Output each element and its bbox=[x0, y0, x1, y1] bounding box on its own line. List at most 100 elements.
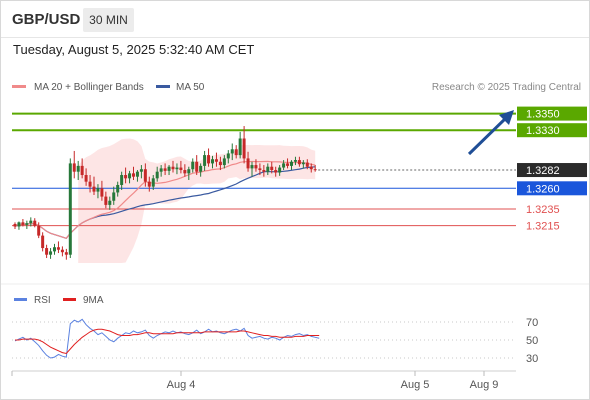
candle bbox=[191, 158, 195, 173]
candle-body bbox=[242, 138, 246, 159]
candle-body bbox=[29, 220, 33, 224]
candle-body bbox=[214, 159, 218, 162]
candle-body bbox=[92, 186, 96, 192]
last-price-label: 1.3282 bbox=[526, 165, 560, 177]
candle bbox=[290, 160, 293, 171]
candle-body bbox=[167, 166, 171, 171]
candle-body bbox=[56, 247, 60, 250]
level-label-support: 1.3215 bbox=[526, 221, 560, 233]
candle-body bbox=[68, 163, 72, 255]
candle bbox=[242, 126, 246, 164]
candle bbox=[56, 241, 60, 254]
candle-body bbox=[25, 223, 29, 225]
candle-body bbox=[175, 167, 179, 170]
candle-body bbox=[49, 251, 53, 255]
level-label-resistance: 1.3350 bbox=[526, 109, 560, 121]
candle-body bbox=[286, 163, 290, 166]
candle bbox=[286, 158, 290, 169]
rsi-legend-swatch bbox=[14, 298, 27, 301]
candle bbox=[108, 196, 112, 210]
forecast-arrow bbox=[467, 110, 514, 156]
candle bbox=[120, 171, 124, 190]
rsi-legend: RSI 9MA bbox=[14, 295, 104, 306]
candle-body bbox=[72, 163, 76, 172]
candle-body bbox=[159, 168, 163, 172]
candle-body bbox=[21, 222, 25, 225]
rsi-ma-line bbox=[15, 328, 320, 355]
candle-body bbox=[143, 169, 147, 182]
candle bbox=[17, 221, 21, 230]
candle bbox=[100, 180, 104, 201]
timeframe-button[interactable]: 30 MIN bbox=[83, 8, 134, 32]
candle-body bbox=[313, 169, 317, 171]
candle-body bbox=[195, 161, 199, 172]
level-label-box-resistance bbox=[517, 123, 587, 138]
candle bbox=[195, 155, 199, 176]
candle-body bbox=[120, 175, 124, 185]
forecast-arrow-shaft bbox=[467, 115, 509, 156]
candle bbox=[139, 165, 143, 179]
candle-body bbox=[258, 168, 262, 171]
candle bbox=[297, 156, 301, 167]
candle bbox=[183, 164, 187, 177]
candle-body bbox=[254, 165, 258, 169]
candle bbox=[21, 219, 25, 227]
x-tick-label: Aug 9 bbox=[470, 379, 499, 391]
candle-body bbox=[96, 188, 100, 192]
candle bbox=[80, 158, 84, 179]
candle bbox=[143, 163, 147, 187]
candle bbox=[234, 145, 238, 159]
candle-body bbox=[108, 200, 112, 205]
candle bbox=[49, 248, 53, 259]
candle bbox=[254, 159, 258, 172]
candle bbox=[171, 160, 175, 173]
candle-body bbox=[282, 163, 286, 168]
ma50-legend-swatch bbox=[156, 85, 170, 88]
candle bbox=[282, 160, 286, 171]
candle bbox=[207, 148, 211, 167]
candle-body bbox=[64, 252, 68, 255]
candle-body bbox=[207, 155, 211, 164]
ma50-legend-label: MA 50 bbox=[176, 82, 205, 93]
candle bbox=[293, 156, 297, 166]
candle-body bbox=[305, 162, 309, 167]
candle-body bbox=[163, 168, 167, 171]
rsi-ma-legend-swatch bbox=[63, 298, 76, 301]
candle-body bbox=[199, 165, 203, 172]
forecast-arrow-head bbox=[499, 110, 514, 125]
x-tick-label: Aug 4 bbox=[167, 379, 196, 391]
candle bbox=[60, 246, 64, 257]
candle-body bbox=[76, 165, 80, 172]
candle bbox=[246, 151, 250, 172]
rsi-panel: 70 50 30 bbox=[12, 317, 538, 365]
candle-body bbox=[112, 192, 116, 201]
candle-body bbox=[155, 171, 159, 179]
candle bbox=[116, 181, 120, 197]
candle-body bbox=[274, 170, 278, 173]
candle bbox=[112, 186, 116, 205]
candle-body bbox=[250, 165, 254, 169]
candle-body bbox=[183, 170, 187, 174]
candle-body bbox=[80, 165, 84, 176]
timestamp: Tuesday, August 5, 2025 5:32:40 AM CET bbox=[13, 42, 255, 57]
candle-body bbox=[84, 175, 88, 182]
candle bbox=[45, 244, 49, 259]
candle bbox=[29, 217, 33, 227]
candle-body bbox=[41, 235, 45, 249]
candle-body bbox=[132, 173, 135, 177]
candle-body bbox=[179, 167, 183, 171]
ma20-line bbox=[14, 160, 316, 239]
candle bbox=[147, 176, 151, 192]
x-axis: Aug 4 Aug 5 Aug 9 bbox=[11, 371, 499, 391]
candle bbox=[226, 150, 230, 164]
candle bbox=[41, 232, 45, 252]
candle bbox=[218, 156, 222, 171]
candle-body bbox=[116, 184, 120, 193]
rsi-ma-legend-label: 9MA bbox=[83, 295, 104, 306]
candle-body bbox=[270, 166, 274, 171]
candle bbox=[88, 175, 92, 193]
candlesticks bbox=[13, 126, 317, 260]
candle-body bbox=[238, 138, 242, 156]
